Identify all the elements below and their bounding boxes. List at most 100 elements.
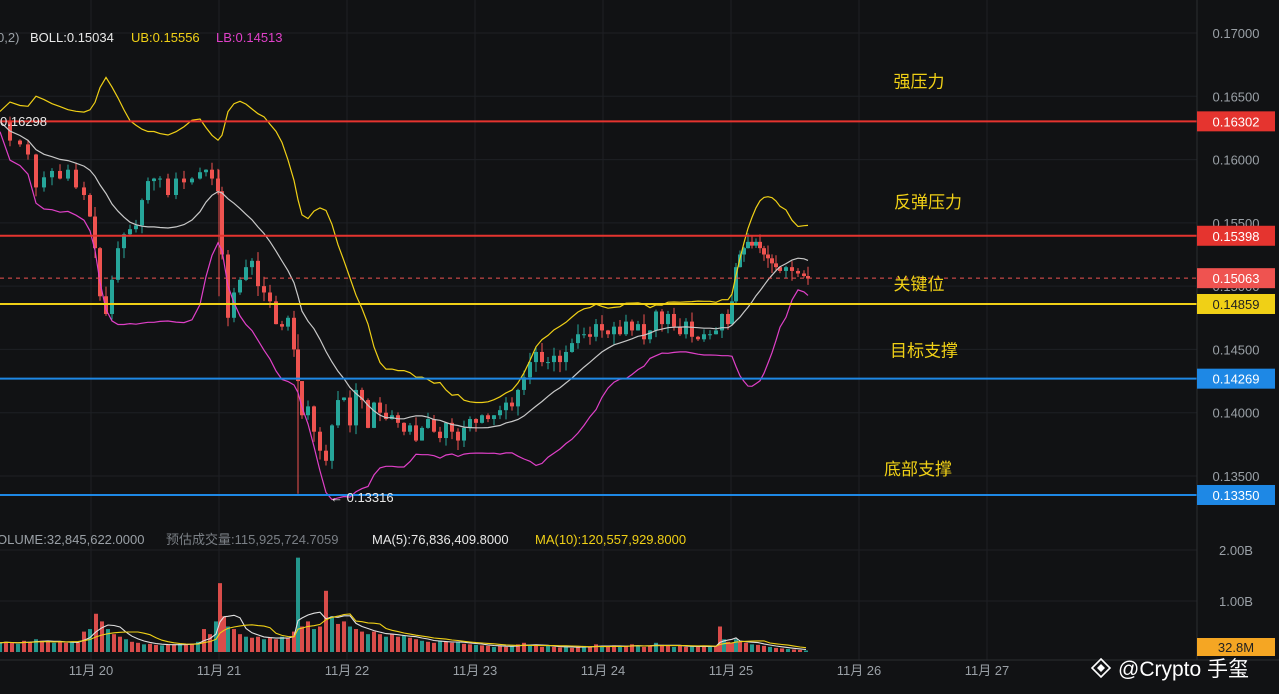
- boll-lb: LB:0.14513: [216, 30, 283, 45]
- candle-body: [110, 279, 114, 314]
- candle-body: [116, 248, 120, 280]
- volume-bar: [792, 649, 796, 652]
- price-tick-label: 0.14500: [1213, 342, 1260, 357]
- price-tick-label: 0.16000: [1213, 153, 1260, 168]
- candle-body: [714, 330, 718, 335]
- candle-body: [426, 419, 430, 428]
- candle-body: [630, 321, 634, 331]
- volume-bar: [58, 641, 62, 652]
- level-name: 目标支撑: [890, 342, 958, 361]
- candle-body: [766, 254, 770, 259]
- volume-bar: [390, 634, 394, 652]
- candle-body: [492, 415, 496, 420]
- level-name: 反弹压力: [894, 193, 962, 212]
- candle-body: [770, 258, 774, 264]
- candle-body: [280, 324, 284, 327]
- volume-bar: [178, 643, 182, 652]
- current-price-label: 0.15063: [1213, 271, 1260, 286]
- volume-bar: [52, 642, 56, 652]
- volume-bar: [34, 639, 38, 652]
- candle-body: [354, 389, 358, 426]
- volume-current-tag: 32.8M: [1197, 638, 1275, 656]
- volume-bar: [690, 645, 694, 652]
- volume-bar: [226, 626, 230, 652]
- candle-body: [784, 267, 788, 271]
- candle-body: [600, 324, 604, 331]
- candle-body: [528, 362, 532, 378]
- volume-bar: [722, 639, 726, 652]
- candle-body: [18, 140, 22, 145]
- price-tick-label: 0.17000: [1213, 26, 1260, 41]
- price-tick-label: 0.13500: [1213, 469, 1260, 484]
- volume-bar: [300, 626, 304, 652]
- volume-tick-label: 2.00B: [1219, 543, 1253, 558]
- volume-bar: [274, 639, 278, 652]
- candle-body: [286, 317, 290, 327]
- candle-body: [182, 178, 186, 183]
- candle-body: [420, 427, 424, 441]
- candle-body: [66, 169, 70, 179]
- volume-bar: [714, 645, 718, 652]
- volume-bar: [588, 646, 592, 652]
- volume-bar: [624, 645, 628, 652]
- volume-bar: [70, 641, 74, 652]
- candle-body: [750, 241, 754, 246]
- candle-body: [360, 389, 364, 401]
- low-label: ← 0.13316: [330, 490, 394, 505]
- candle-body: [690, 321, 694, 337]
- candle-body: [74, 169, 78, 188]
- candle-body: [104, 296, 108, 314]
- candle-body: [262, 286, 266, 293]
- volume-bar: [112, 634, 116, 652]
- bollinger-bands: [0, 76, 809, 501]
- candle-body: [274, 301, 278, 325]
- volume-tick-label: 1.00B: [1219, 594, 1253, 609]
- candle-body: [292, 317, 296, 350]
- candle-body: [480, 415, 484, 423]
- volume-bar: [468, 644, 472, 652]
- level-name: 关键位: [894, 275, 945, 294]
- candle-body: [474, 419, 478, 423]
- volume-bar: [106, 629, 110, 652]
- candle-body: [174, 178, 178, 196]
- candle-body: [456, 431, 460, 441]
- candle-body: [516, 389, 520, 407]
- volume-bar: [196, 641, 200, 652]
- candle-body: [684, 321, 688, 335]
- level-tag: [1197, 111, 1275, 132]
- volume-bar: [414, 639, 418, 652]
- volume-bar: [342, 621, 346, 652]
- price-tick-label: 0.16500: [1213, 89, 1260, 104]
- level-tag: [1197, 484, 1275, 505]
- candle-body: [450, 422, 454, 432]
- volume-bar: [318, 626, 322, 652]
- candle-body: [594, 324, 598, 337]
- candle-body: [672, 313, 676, 327]
- volume-bar: [76, 642, 80, 652]
- candle-body: [312, 406, 316, 432]
- candle-body: [140, 200, 144, 226]
- volume-bar: [82, 631, 86, 652]
- candle-body: [618, 326, 622, 335]
- boll-value: BOLL:0.15034: [30, 30, 114, 45]
- time-axis: 11月 20 11月 21 11月 22 11月 23 11月 24 11月 25 11月 …: [0, 659, 1279, 678]
- volume-bar: [696, 646, 700, 652]
- volume-bar: [606, 646, 610, 652]
- candle-body: [82, 187, 86, 196]
- volume-bar: [798, 649, 802, 652]
- candle-body: [742, 248, 746, 255]
- candle-body: [758, 241, 762, 249]
- candle-body: [98, 248, 102, 297]
- volume-bar: [444, 641, 448, 652]
- volume-bar: [160, 645, 164, 652]
- volume-bar: [564, 646, 568, 652]
- candle-body: [318, 431, 322, 451]
- volume-bar: [768, 646, 772, 652]
- x-tick-label: 11月 25: [709, 663, 754, 678]
- watermark: @Crypto 手玺: [1090, 657, 1249, 681]
- level-tag: [1197, 225, 1275, 246]
- level-tag-label: 0.13350: [1213, 488, 1260, 503]
- volume-bar: [630, 644, 634, 652]
